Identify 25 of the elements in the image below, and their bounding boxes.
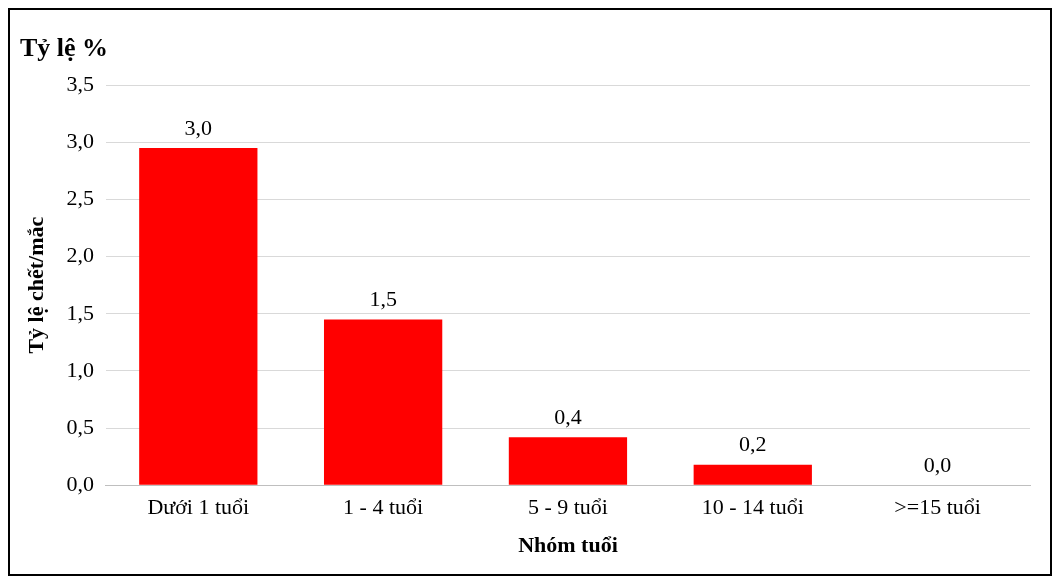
x-tick-label: 5 - 9 tuổi <box>527 494 608 520</box>
y-tick-label: 0,5 <box>66 413 94 439</box>
x-tick-label: Dưới 1 tuổi <box>147 494 250 520</box>
data-label: 3,0 <box>184 114 213 140</box>
bar <box>508 437 628 485</box>
y-tick-label: 1,0 <box>66 356 94 382</box>
y-tick-label: 2,0 <box>66 242 94 268</box>
data-label: 1,5 <box>369 286 397 312</box>
x-tick-label: 1 - 4 tuổi <box>343 494 424 520</box>
y-tick-label: 3,0 <box>66 128 94 154</box>
chart-title: Tỷ lệ % <box>20 33 109 63</box>
data-label: 0,0 <box>923 451 952 477</box>
bar <box>139 148 258 485</box>
bar <box>693 464 812 485</box>
y-tick-label: 0,0 <box>66 470 94 496</box>
y-tick-label: 3,5 <box>66 70 94 96</box>
x-tick-label: 10 - 14 tuổi <box>701 494 804 520</box>
data-label: 0,2 <box>739 431 767 457</box>
y-tick-label: 1,5 <box>66 299 94 325</box>
bar <box>323 319 443 485</box>
x-tick-label: >=15 tuổi <box>894 494 981 520</box>
y-axis-title: Tỷ lệ chết/mắc <box>22 216 48 354</box>
y-tick-label: 2,5 <box>66 185 94 211</box>
data-label: 0,4 <box>554 403 582 429</box>
x-axis-title: Nhóm tuổi <box>518 532 618 558</box>
